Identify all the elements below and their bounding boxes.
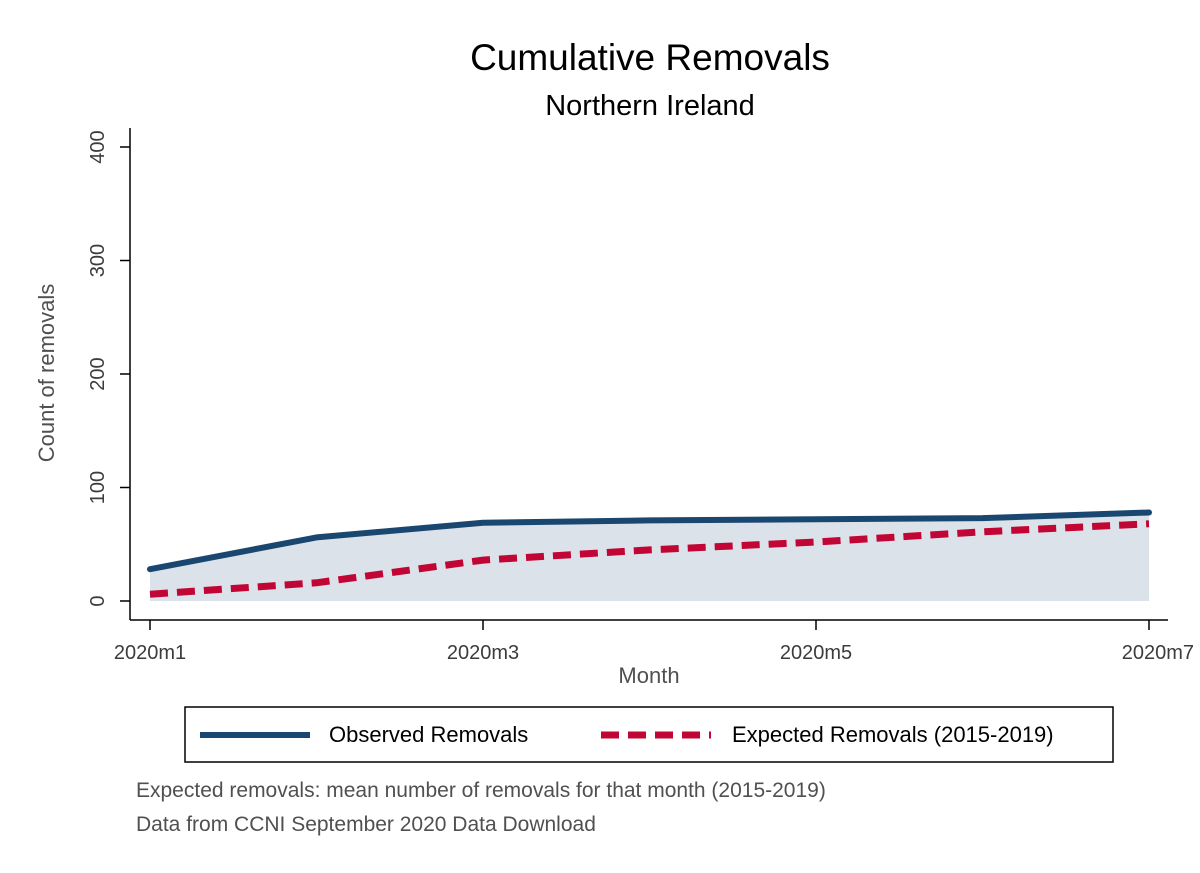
observed-removals-line bbox=[147, 509, 1152, 573]
legend-label-observed: Observed Removals bbox=[329, 722, 528, 747]
chart-title: Cumulative Removals bbox=[470, 37, 830, 78]
note-data-source: Data from CCNI September 2020 Data Downl… bbox=[136, 813, 596, 836]
legend: Observed Removals Expected Removals (201… bbox=[184, 706, 1114, 763]
expected-removals-line bbox=[149, 520, 1150, 598]
x-ticks: 2020m1 2020m3 2020m5 2020m7 bbox=[114, 620, 1194, 664]
x-tick-label: 2020m7 bbox=[1122, 642, 1194, 664]
y-tick-label: 200 bbox=[87, 357, 109, 390]
y-tick-label: 100 bbox=[87, 471, 109, 504]
legend-label-expected: Expected Removals (2015-2019) bbox=[732, 722, 1054, 747]
x-tick-label: 2020m1 bbox=[114, 642, 186, 664]
x-axis-title: Month bbox=[618, 663, 679, 688]
axes: 0 100 200 300 400 2020m1 2020m3 2020m5 2020m7 bbox=[87, 128, 1194, 664]
note-expected-definition: Expected removals: mean number of remova… bbox=[136, 779, 826, 802]
y-tick-label: 0 bbox=[87, 595, 109, 606]
plot-area bbox=[147, 509, 1152, 601]
observed-area-fill bbox=[150, 512, 1149, 601]
y-axis-title: Count of removals bbox=[34, 284, 59, 463]
x-tick-label: 2020m5 bbox=[780, 642, 852, 664]
x-tick-label: 2020m3 bbox=[447, 642, 519, 664]
y-tick-label: 300 bbox=[87, 244, 109, 277]
y-ticks: 0 100 200 300 400 bbox=[87, 130, 130, 607]
chart-subtitle: Northern Ireland bbox=[545, 90, 755, 122]
y-tick-label: 400 bbox=[87, 130, 109, 163]
legend-box bbox=[184, 706, 1114, 763]
